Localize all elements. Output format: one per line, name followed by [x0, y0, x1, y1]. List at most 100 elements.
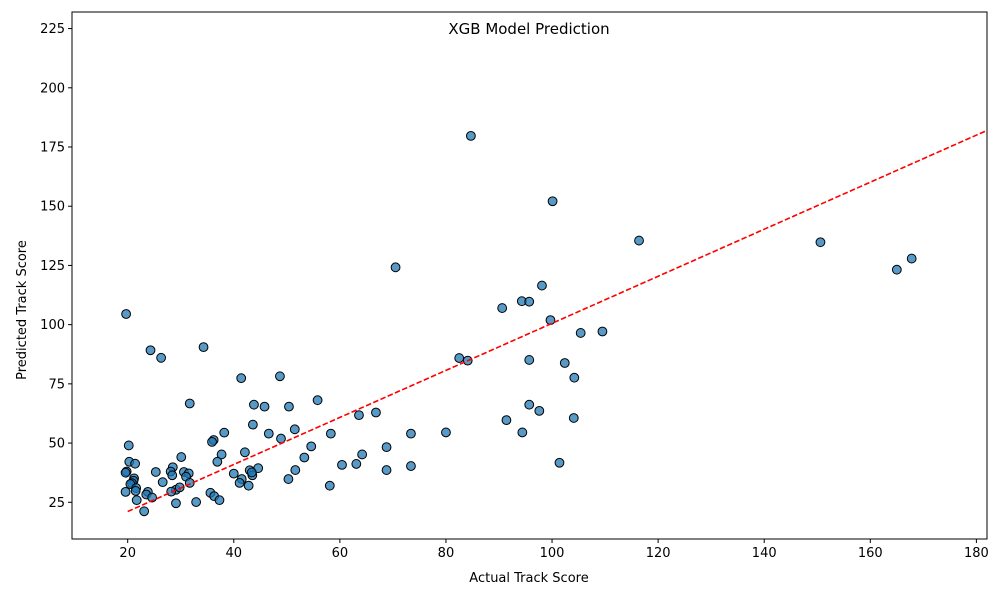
- y-tick-label: 175: [40, 141, 65, 156]
- data-point: [524, 296, 535, 307]
- data-point: [454, 353, 465, 363]
- data-point: [283, 474, 294, 484]
- data-point: [325, 428, 336, 439]
- data-point: [312, 395, 323, 406]
- y-axis-label: Predicted Track Score: [15, 240, 30, 380]
- data-point: [198, 342, 209, 353]
- data-point: [524, 355, 535, 365]
- data-point: [234, 477, 245, 488]
- data-point: [357, 449, 368, 460]
- data-point: [371, 407, 381, 418]
- x-tick-label: 20: [119, 546, 136, 561]
- data-point: [236, 373, 247, 384]
- data-point: [150, 467, 161, 477]
- x-axis-label: Actual Track Score: [469, 571, 588, 586]
- data-point: [351, 459, 362, 469]
- data-point: [131, 495, 142, 506]
- y-tick-label: 25: [48, 496, 65, 511]
- data-point: [219, 427, 230, 438]
- data-point: [815, 237, 826, 248]
- plot-frame: [71, 11, 988, 540]
- y-tick-label: 75: [48, 377, 65, 392]
- reference-line-layer: [127, 129, 988, 513]
- data-point: [174, 482, 185, 493]
- data-point: [216, 449, 227, 460]
- data-point: [406, 428, 416, 439]
- data-point: [191, 497, 202, 507]
- data-point: [568, 413, 579, 423]
- data-point: [247, 419, 258, 430]
- data-point: [517, 427, 528, 438]
- data-point: [290, 465, 301, 475]
- data-point: [390, 262, 401, 273]
- data-point: [207, 436, 217, 447]
- x-tick-label: 60: [332, 546, 349, 561]
- axis-ticks: 20 40 60 80 100 120 140 160 180 25 50 75 100 125 150 17…: [40, 22, 989, 561]
- data-point: [130, 486, 141, 496]
- x-tick-label: 80: [438, 546, 455, 561]
- data-point: [171, 498, 181, 509]
- data-point: [263, 428, 274, 439]
- y-tick-label: 200: [40, 81, 65, 96]
- data-point: [891, 264, 902, 275]
- x-tick-label: 40: [226, 546, 243, 561]
- data-point: [249, 399, 259, 410]
- data-point: [299, 452, 310, 463]
- x-tick-label: 160: [858, 546, 883, 561]
- data-point: [406, 461, 416, 471]
- x-tick-label: 140: [752, 546, 777, 561]
- data-point: [228, 468, 239, 479]
- data-point: [554, 457, 565, 468]
- data-point: [243, 480, 254, 491]
- data-point: [634, 235, 644, 246]
- data-point: [121, 309, 132, 319]
- data-point: [534, 405, 545, 416]
- data-point: [559, 358, 570, 368]
- data-point: [465, 130, 476, 141]
- data-point: [537, 280, 547, 291]
- data-point: [157, 477, 168, 488]
- y-tick-label: 50: [48, 437, 65, 452]
- data-point: [139, 506, 150, 517]
- data-point: [184, 398, 195, 409]
- data-point: [337, 459, 347, 470]
- data-point: [240, 447, 250, 458]
- data-point: [120, 467, 131, 478]
- data-point: [547, 196, 558, 207]
- data-point: [167, 470, 178, 481]
- data-point: [130, 458, 141, 469]
- data-point: [354, 410, 364, 421]
- data-point: [501, 415, 512, 425]
- y-tick-label: 150: [40, 200, 65, 215]
- data-point: [246, 467, 257, 478]
- x-tick-label: 120: [646, 546, 671, 561]
- data-point: [524, 399, 535, 410]
- data-point: [906, 253, 917, 264]
- data-point: [214, 495, 225, 506]
- data-point: [381, 465, 392, 475]
- data-points: [120, 130, 917, 517]
- data-point: [569, 372, 580, 383]
- data-point: [120, 486, 131, 497]
- data-point: [176, 452, 187, 462]
- data-point: [497, 303, 508, 313]
- data-point: [306, 441, 317, 452]
- data-point: [275, 371, 285, 382]
- data-point: [381, 442, 392, 453]
- data-point: [145, 345, 156, 356]
- data-point: [324, 480, 335, 491]
- data-point: [597, 326, 608, 337]
- y-tick-label: 100: [40, 318, 65, 333]
- data-point: [289, 424, 300, 435]
- y-tick-label: 125: [40, 259, 65, 274]
- data-point: [284, 401, 294, 412]
- data-point: [259, 401, 270, 412]
- chart-title: XGB Model Prediction: [448, 20, 609, 38]
- data-point: [156, 352, 167, 363]
- reference-line: [127, 129, 988, 513]
- data-point: [123, 440, 134, 451]
- x-tick-label: 100: [540, 546, 565, 561]
